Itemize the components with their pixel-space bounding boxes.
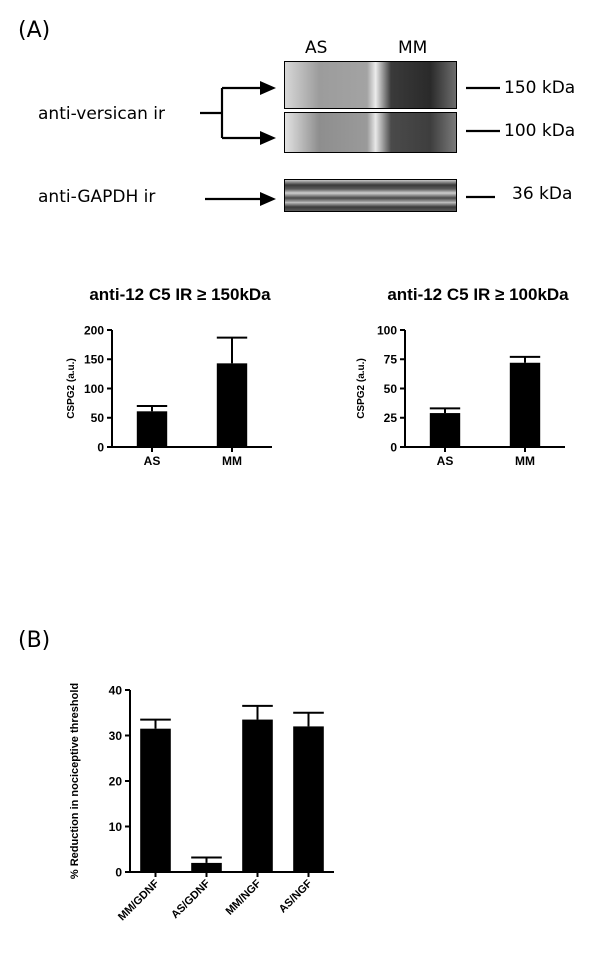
y-tick-label: 50 bbox=[384, 382, 398, 396]
arrowhead-gapdh-icon bbox=[260, 192, 276, 206]
x-tick-label: MM/NGF bbox=[224, 877, 264, 917]
y-tick-label: 200 bbox=[84, 323, 104, 337]
versican-150kda-blot bbox=[284, 61, 457, 109]
lane-label-mm: MM bbox=[398, 38, 428, 58]
x-tick-label: AS/NGF bbox=[277, 877, 315, 915]
y-tick-label: 0 bbox=[390, 440, 397, 454]
chart-150kda: anti-12 C5 IR ≥ 150kDa 0 50 100 150 200 CSPG2 … bbox=[66, 285, 272, 468]
arrowhead-150-icon bbox=[260, 81, 276, 95]
bar bbox=[509, 362, 541, 447]
x-tick-label: AS bbox=[144, 454, 161, 468]
y-tick-label: 40 bbox=[109, 683, 123, 697]
bar bbox=[293, 726, 324, 872]
bar bbox=[140, 728, 171, 872]
y-tick-label: 25 bbox=[384, 411, 398, 425]
x-tick-label: MM/GDNF bbox=[116, 877, 162, 923]
y-tick-label: 0 bbox=[97, 440, 104, 454]
marker-150-kda: 150 kDa bbox=[504, 78, 576, 98]
arrowhead-100-icon bbox=[260, 131, 276, 145]
anti-gapdh-label: anti-GAPDH ir bbox=[38, 187, 156, 207]
versican-100kda-blot bbox=[284, 112, 457, 153]
x-tick-label: AS bbox=[437, 454, 454, 468]
y-tick-label: 75 bbox=[384, 353, 398, 367]
y-tick-label: 150 bbox=[84, 353, 104, 367]
panel-a-label: (A) bbox=[18, 18, 51, 43]
chart-nociceptive-threshold: 0 10 20 30 40 % Reduction in nociceptive thre… bbox=[69, 683, 334, 923]
marker-36-kda: 36 kDa bbox=[512, 184, 573, 204]
y-axis-label: CSPG2 (a.u.) bbox=[356, 358, 367, 419]
lane-label-as: AS bbox=[305, 38, 328, 58]
chart-title: anti-12 C5 IR ≥ 100kDa bbox=[387, 285, 569, 304]
y-tick-label: 20 bbox=[109, 774, 123, 788]
gapdh-36kda-blot bbox=[284, 179, 457, 212]
bar bbox=[242, 719, 273, 872]
x-tick-label: AS/GDNF bbox=[169, 877, 213, 921]
y-tick-label: 50 bbox=[91, 411, 105, 425]
y-tick-label: 100 bbox=[377, 323, 397, 337]
panel-b-label: (B) bbox=[18, 628, 51, 653]
chart-100kda: anti-12 C5 IR ≥ 100kDa 0 25 50 75 100 CSPG2 (a… bbox=[356, 285, 569, 468]
y-tick-label: 30 bbox=[109, 729, 123, 743]
bar bbox=[216, 363, 248, 447]
chart-title: anti-12 C5 IR ≥ 150kDa bbox=[89, 285, 271, 304]
x-tick-label: MM bbox=[515, 454, 535, 468]
y-tick-label: 100 bbox=[84, 382, 104, 396]
y-tick-label: 10 bbox=[109, 820, 123, 834]
y-tick-label: 0 bbox=[115, 865, 122, 879]
marker-100-kda: 100 kDa bbox=[504, 121, 576, 141]
x-tick-label: MM bbox=[222, 454, 242, 468]
y-axis-label: CSPG2 (a.u.) bbox=[66, 358, 77, 419]
bar bbox=[191, 862, 222, 872]
bar bbox=[429, 413, 461, 447]
bar bbox=[136, 411, 168, 447]
blot-arrows bbox=[200, 81, 500, 206]
anti-versican-label: anti-versican ir bbox=[38, 104, 166, 124]
y-axis-label: % Reduction in nociceptive threshold bbox=[69, 683, 81, 879]
